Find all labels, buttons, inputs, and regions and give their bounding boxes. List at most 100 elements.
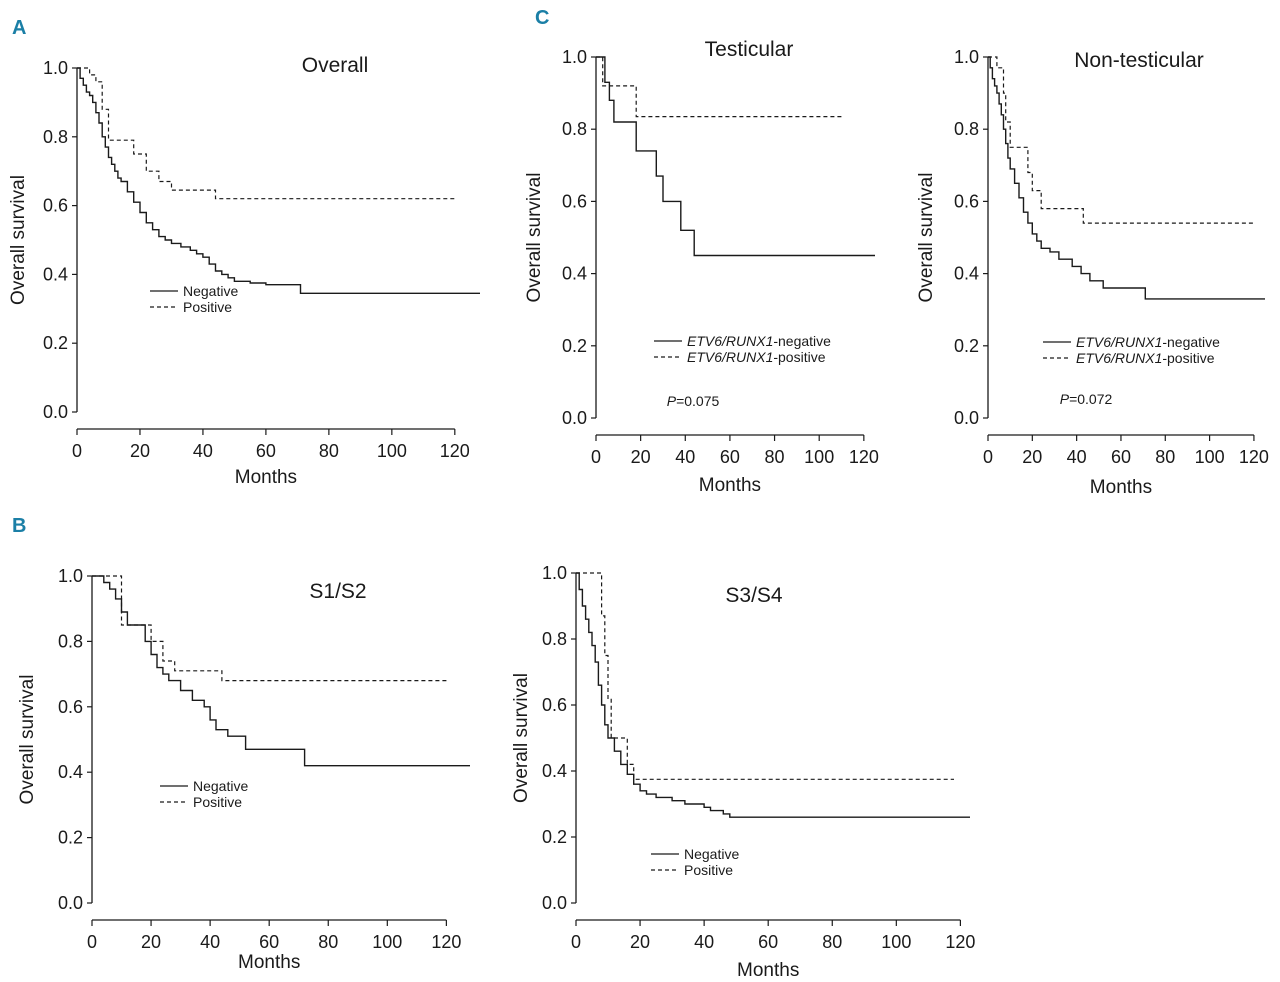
series-line-negative: [576, 572, 970, 818]
x-tick-label: 100: [881, 932, 911, 952]
y-tick-label: 0.6: [58, 697, 83, 717]
y-tick-label: 0.0: [542, 893, 567, 913]
series-line-negative: [988, 56, 1265, 300]
x-tick-label: 0: [72, 441, 82, 461]
y-tick-label: 0.0: [58, 893, 83, 913]
y-tick-label: 0.2: [954, 336, 979, 356]
y-tick-label: 1.0: [562, 47, 587, 67]
x-tick-label: 60: [1111, 447, 1131, 467]
y-tick-label: 1.0: [954, 47, 979, 67]
x-tick-label: 120: [849, 447, 879, 467]
panel-letter-c: C: [535, 7, 549, 29]
x-tick-label: 80: [765, 447, 785, 467]
x-tick-label: 0: [571, 932, 581, 952]
chart-title: Testicular: [705, 38, 794, 61]
x-tick-label: 20: [141, 932, 161, 952]
x-tick-label: 120: [1239, 447, 1269, 467]
legend-label: ETV6/RUNX1-negative: [1076, 334, 1220, 350]
chart-title: Non-testicular: [1074, 49, 1204, 72]
y-tick-label: 1.0: [43, 58, 68, 78]
chart-s1s2: 0.0 0.2 0.4 0.6 0.8 1.0 0 20 40 60 80 100 120 Months O…: [17, 566, 470, 973]
chart-title: S3/S4: [725, 584, 783, 607]
x-tick-label: 20: [630, 932, 650, 952]
x-tick-label: 100: [804, 447, 834, 467]
x-tick-label: 100: [377, 441, 407, 461]
p-value: P=0.075: [667, 393, 720, 409]
y-tick-label: 0.8: [43, 127, 68, 147]
y-tick-label: 0.6: [43, 196, 68, 216]
x-tick-label: 40: [1067, 447, 1087, 467]
legend-label: Negative: [183, 283, 238, 299]
x-tick-label: 120: [431, 932, 461, 952]
y-tick-label: 0.2: [542, 827, 567, 847]
legend-label: Negative: [193, 778, 248, 794]
y-tick-label: 0.8: [562, 119, 587, 139]
x-axis-label: Months: [699, 475, 761, 496]
y-tick-label: 0.4: [43, 264, 68, 284]
y-axis-label: Overall survival: [8, 175, 29, 305]
x-tick-label: 120: [945, 932, 975, 952]
x-axis-label: Months: [1090, 477, 1152, 498]
x-tick-label: 40: [694, 932, 714, 952]
chart-s3s4: 0.0 0.2 0.4 0.6 0.8 1.0 0 20 40 60 80 100 120 Months O…: [511, 563, 975, 981]
x-tick-label: 40: [193, 441, 213, 461]
x-tick-label: 60: [758, 932, 778, 952]
series-line-positive: [596, 56, 844, 118]
series-line-negative: [92, 575, 470, 767]
y-tick-label: 0.0: [954, 408, 979, 428]
legend-label: ETV6/RUNX1-negative: [687, 333, 831, 349]
y-tick-label: 1.0: [58, 566, 83, 586]
x-tick-label: 80: [1155, 447, 1175, 467]
x-tick-label: 80: [318, 932, 338, 952]
y-axis-label: Overall survival: [17, 675, 38, 805]
x-tick-label: 20: [631, 447, 651, 467]
x-tick-label: 40: [200, 932, 220, 952]
panel-letter-a: A: [12, 17, 26, 39]
y-tick-label: 0.4: [542, 761, 567, 781]
chart-testicular: 0.0 0.2 0.4 0.6 0.8 1.0 0 20 40 60 80 100 120 Months O…: [524, 38, 879, 496]
x-tick-label: 20: [1022, 447, 1042, 467]
y-tick-label: 0.4: [58, 762, 83, 782]
legend-label: Negative: [684, 846, 739, 862]
legend-label: Positive: [183, 299, 232, 315]
y-tick-label: 0.4: [954, 264, 979, 284]
y-tick-label: 0.6: [954, 191, 979, 211]
chart-title: Overall: [302, 54, 369, 77]
x-axis-label: Months: [737, 960, 799, 981]
y-tick-label: 0.6: [562, 191, 587, 211]
chart-nontesticular: 0.0 0.2 0.4 0.6 0.8 1.0 0 20 40 60 80 100 120 Months O…: [916, 47, 1269, 498]
x-tick-label: 80: [319, 441, 339, 461]
chart-title: S1/S2: [309, 580, 366, 603]
x-tick-label: 40: [675, 447, 695, 467]
x-tick-label: 60: [256, 441, 276, 461]
y-tick-label: 0.0: [43, 402, 68, 422]
chart-overall: 0.0 0.2 0.4 0.6 0.8 1.0 0 20 40 60 80 100 120 Months O…: [8, 54, 480, 488]
x-tick-label: 100: [1195, 447, 1225, 467]
x-tick-label: 80: [822, 932, 842, 952]
y-tick-label: 0.2: [562, 336, 587, 356]
y-axis-label: Overall survival: [524, 173, 545, 303]
panel-letter-b: B: [12, 515, 26, 537]
x-tick-label: 60: [720, 447, 740, 467]
legend-label: ETV6/RUNX1-positive: [687, 349, 826, 365]
y-tick-label: 1.0: [542, 563, 567, 583]
legend-label: Positive: [684, 862, 733, 878]
x-tick-label: 0: [983, 447, 993, 467]
y-tick-label: 0.2: [43, 333, 68, 353]
series-line-positive: [92, 575, 447, 682]
y-tick-label: 0.2: [58, 828, 83, 848]
y-tick-label: 0.8: [542, 629, 567, 649]
x-tick-label: 20: [130, 441, 150, 461]
series-line-negative: [596, 56, 875, 257]
series-line-negative: [77, 67, 480, 294]
x-tick-label: 0: [87, 932, 97, 952]
x-tick-label: 100: [372, 932, 402, 952]
y-tick-label: 0.0: [562, 408, 587, 428]
series-line-positive: [77, 67, 455, 200]
legend-label: Positive: [193, 794, 242, 810]
y-axis-label: Overall survival: [511, 673, 532, 803]
x-axis-label: Months: [235, 467, 297, 488]
x-axis-label: Months: [238, 952, 300, 973]
y-tick-label: 0.6: [542, 695, 567, 715]
